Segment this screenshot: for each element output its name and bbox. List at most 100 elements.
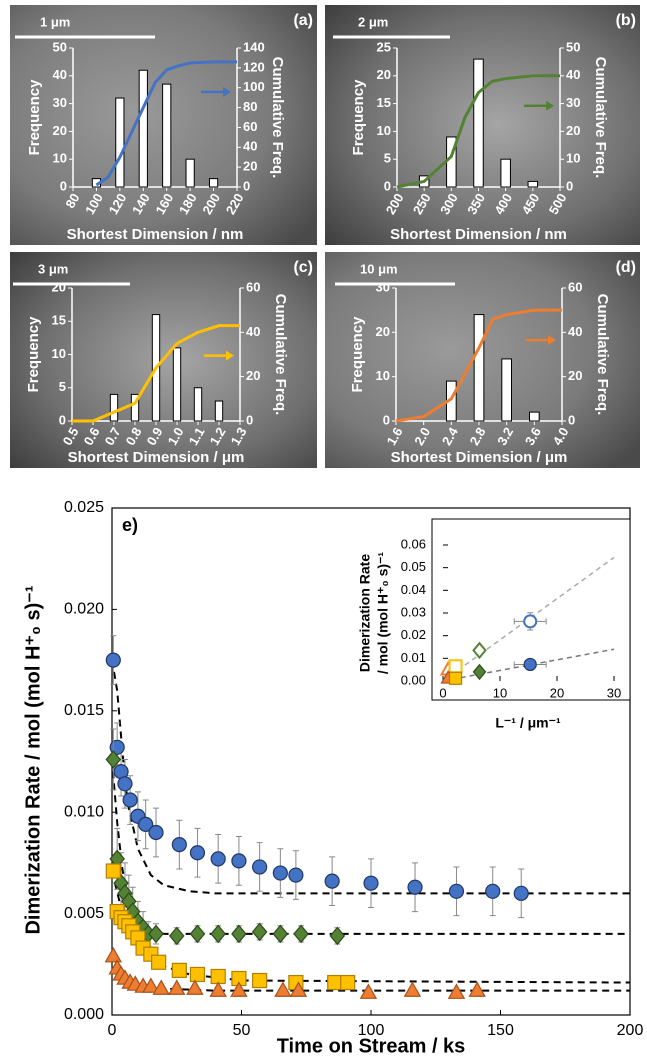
y2-tick-label: 140 — [243, 39, 265, 54]
marker — [105, 863, 121, 879]
marker — [485, 883, 501, 899]
y-tick-label: 0 — [59, 412, 66, 427]
marker — [448, 671, 463, 685]
y-tick-label: 20 — [376, 324, 390, 339]
y2-tick-label: 60 — [246, 279, 260, 294]
fit-line — [442, 648, 615, 682]
y2-axis-label: Cumulative Freq. — [269, 57, 286, 179]
marker — [513, 885, 529, 901]
scale-bar-label: 3 μm — [38, 261, 68, 276]
x-tick-label: 10 — [493, 685, 507, 700]
y-tick-label: 0.03 — [401, 604, 426, 619]
y-tick-label: 20 — [52, 279, 66, 294]
y-tick-label: 0.020 — [64, 601, 104, 618]
marker — [231, 853, 247, 869]
y-tick-label: 0.000 — [64, 1006, 104, 1023]
marker — [329, 926, 346, 946]
y-tick-label: 0.04 — [401, 582, 426, 597]
y2-tick-label: 40 — [568, 324, 582, 339]
marker — [142, 977, 160, 993]
marker — [151, 954, 167, 970]
bar — [193, 387, 203, 422]
x-tick-label: 200 — [617, 1022, 644, 1039]
y-axis-label: Frequency — [350, 79, 367, 156]
y2-tick-label: 30 — [566, 95, 580, 110]
marker — [324, 873, 340, 889]
bar — [528, 411, 540, 422]
y-tick-label: 0 — [384, 178, 391, 193]
marker — [186, 979, 204, 995]
y2-tick-label: 0 — [566, 178, 573, 193]
y2-tick-label: 120 — [243, 59, 265, 74]
marker — [468, 981, 486, 997]
y-tick-label: 0.005 — [64, 905, 104, 922]
marker — [210, 924, 226, 944]
x-tick-label: 100 — [358, 1022, 385, 1039]
marker — [359, 983, 378, 999]
bar — [138, 69, 148, 188]
y-axis-label: Frequency — [26, 79, 43, 156]
marker — [293, 924, 309, 944]
y-axis-label: Dimerization Rate / mol (mol H⁺₀ s)⁻¹ — [22, 585, 44, 934]
y-tick-label: 0 — [60, 178, 67, 193]
marker — [448, 883, 465, 899]
marker — [105, 652, 121, 668]
x-axis-label: Shortest Dimension / μm — [391, 449, 568, 466]
y2-tick-label: 0 — [246, 412, 253, 427]
marker — [230, 981, 248, 997]
x-tick-label: 0 — [108, 1022, 117, 1039]
panel-label: (c) — [293, 259, 313, 276]
y2-tick-label: 20 — [246, 368, 260, 383]
y-tick-label: 0.015 — [64, 702, 104, 719]
marker — [252, 859, 268, 875]
x-tick-label: 0 — [439, 685, 446, 700]
bar — [473, 314, 485, 422]
panel-label: (b) — [616, 12, 636, 29]
marker — [447, 983, 466, 999]
marker — [252, 972, 268, 989]
panel-label: e) — [122, 515, 138, 535]
marker — [171, 962, 187, 978]
y2-axis-label: Cumulative Freq. — [272, 294, 289, 416]
axis-arrow-head — [546, 100, 554, 111]
marker — [403, 981, 422, 997]
y-tick-label: 0 — [383, 412, 390, 427]
y2-tick-label: 10 — [566, 151, 580, 166]
y-axis-label: Frequency — [25, 316, 42, 393]
bar — [130, 393, 140, 422]
marker — [189, 845, 206, 861]
y-tick-label: 15 — [52, 313, 66, 328]
bar — [500, 158, 511, 188]
x-tick-label: 30 — [607, 685, 621, 700]
y-tick-label: 50 — [53, 39, 67, 54]
y-tick-label: 30 — [376, 279, 390, 294]
bar — [162, 83, 172, 188]
marker — [171, 837, 187, 853]
panel-label: (a) — [293, 12, 313, 29]
y2-tick-label: 60 — [243, 119, 257, 134]
y-tick-label: 20 — [53, 123, 67, 138]
y-tick-label: 0.02 — [401, 627, 426, 642]
axis-arrow-head — [226, 350, 234, 361]
scale-bar-label: 2 μm — [358, 14, 388, 29]
marker — [523, 614, 538, 629]
y-tick-label: 30 — [53, 95, 67, 110]
scale-bar-label: 1 μm — [40, 14, 70, 29]
y2-tick-label: 40 — [246, 324, 260, 339]
y-tick-label: 10 — [52, 346, 66, 361]
marker — [168, 926, 185, 946]
y-tick-label: 0.00 — [401, 672, 426, 687]
bar — [109, 393, 119, 422]
marker — [117, 776, 133, 792]
y-tick-label: 15 — [377, 95, 391, 110]
y-tick-label: 20 — [377, 67, 391, 82]
y-axis-label: Frequency — [349, 316, 366, 393]
x-axis-label: Shortest Dimension / nm — [390, 226, 567, 243]
y2-tick-label: 80 — [243, 99, 257, 114]
marker — [289, 981, 308, 997]
y2-axis-label: Cumulative Freq. — [594, 294, 611, 416]
marker — [148, 924, 164, 944]
scale-bar-label: 10 μm — [360, 261, 398, 276]
marker — [138, 816, 154, 832]
cumulative-line — [395, 308, 562, 423]
